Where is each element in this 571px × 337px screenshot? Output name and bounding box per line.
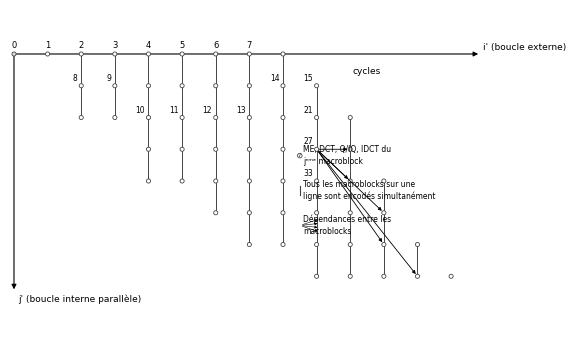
Circle shape (315, 211, 319, 215)
Text: 1: 1 (45, 41, 50, 50)
Circle shape (315, 116, 319, 120)
Text: 9: 9 (106, 74, 111, 83)
Circle shape (281, 116, 285, 120)
Circle shape (146, 116, 151, 120)
Circle shape (348, 179, 352, 183)
Text: j' (boucle interne parallèle): j' (boucle interne parallèle) (18, 294, 141, 304)
Circle shape (281, 179, 285, 183)
Text: 14: 14 (270, 74, 279, 83)
Text: Tous les macroblocks sur une
ligne sont encodés simultanément: Tous les macroblocks sur une ligne sont … (303, 180, 435, 201)
Circle shape (315, 84, 319, 88)
Text: Dépendances entre les
macroblocks: Dépendances entre les macroblocks (303, 215, 391, 236)
Circle shape (214, 179, 218, 183)
Text: 27: 27 (303, 137, 313, 147)
Text: 7: 7 (247, 41, 252, 50)
Text: 13: 13 (236, 106, 246, 115)
Circle shape (247, 179, 251, 183)
Circle shape (297, 153, 302, 158)
Circle shape (113, 52, 117, 56)
Circle shape (214, 147, 218, 151)
Circle shape (214, 52, 218, 56)
Text: cycles: cycles (353, 67, 381, 76)
Circle shape (315, 243, 319, 247)
Circle shape (180, 84, 184, 88)
Circle shape (315, 274, 319, 278)
Circle shape (113, 84, 117, 88)
Circle shape (79, 52, 83, 56)
Text: ME, DCT, Q/IQ, IDCT du
jᵉᵐᵉ macroblock: ME, DCT, Q/IQ, IDCT du jᵉᵐᵉ macroblock (303, 145, 391, 166)
Text: 0: 0 (11, 41, 17, 50)
Circle shape (214, 116, 218, 120)
Text: 33: 33 (303, 169, 313, 178)
Text: 4: 4 (146, 41, 151, 50)
Circle shape (46, 52, 50, 56)
Circle shape (382, 211, 386, 215)
Text: 21: 21 (304, 106, 313, 115)
Circle shape (281, 52, 285, 56)
Circle shape (348, 211, 352, 215)
Text: 8: 8 (73, 74, 78, 83)
Circle shape (146, 52, 151, 56)
Circle shape (113, 116, 117, 120)
Circle shape (382, 274, 386, 278)
Circle shape (214, 211, 218, 215)
Circle shape (247, 116, 251, 120)
Circle shape (12, 52, 16, 56)
Circle shape (180, 116, 184, 120)
Circle shape (247, 84, 251, 88)
Circle shape (416, 243, 420, 247)
Text: 3: 3 (112, 41, 118, 50)
Circle shape (416, 274, 420, 278)
Circle shape (146, 147, 151, 151)
Circle shape (449, 274, 453, 278)
Circle shape (247, 243, 251, 247)
Circle shape (281, 243, 285, 247)
Circle shape (247, 211, 251, 215)
Circle shape (146, 179, 151, 183)
Circle shape (281, 211, 285, 215)
Text: 12: 12 (203, 106, 212, 115)
Circle shape (180, 179, 184, 183)
Circle shape (281, 147, 285, 151)
Circle shape (79, 116, 83, 120)
Text: 11: 11 (169, 106, 179, 115)
Circle shape (382, 179, 386, 183)
Circle shape (348, 243, 352, 247)
Text: 5: 5 (179, 41, 185, 50)
Circle shape (281, 84, 285, 88)
Circle shape (180, 147, 184, 151)
Circle shape (247, 52, 251, 56)
Circle shape (79, 84, 83, 88)
Text: i' (boucle externe): i' (boucle externe) (483, 43, 566, 52)
Circle shape (382, 243, 386, 247)
Circle shape (247, 147, 251, 151)
Text: 2: 2 (79, 41, 84, 50)
Circle shape (180, 52, 184, 56)
Circle shape (315, 147, 319, 151)
Circle shape (348, 274, 352, 278)
Circle shape (348, 147, 352, 151)
Circle shape (214, 84, 218, 88)
Text: 10: 10 (135, 106, 145, 115)
Text: 6: 6 (213, 41, 219, 50)
Text: 15: 15 (303, 74, 313, 83)
Circle shape (315, 179, 319, 183)
Circle shape (146, 84, 151, 88)
Text: i: i (299, 153, 301, 158)
Circle shape (348, 116, 352, 120)
